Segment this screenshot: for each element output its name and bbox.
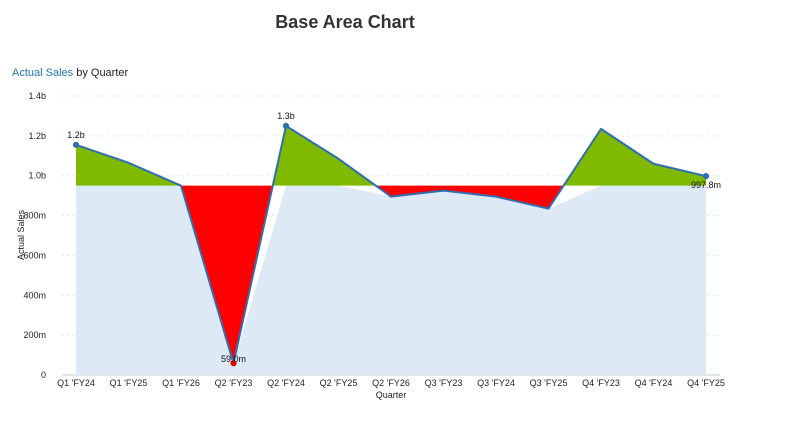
y-tick-label: 1.4b — [28, 91, 46, 101]
x-tick-label: Q2 'FY23 — [215, 378, 253, 388]
chart-subtitle: Actual Sales by Quarter — [12, 67, 128, 79]
y-tick-label: 200m — [23, 330, 46, 340]
x-tick-label: Q4 'FY25 — [687, 378, 725, 388]
data-label: 997.8m — [691, 180, 721, 190]
data-point — [702, 173, 710, 180]
area-above-baseline — [653, 163, 706, 186]
x-tick-label: Q1 'FY25 — [110, 378, 148, 388]
data-labels: 1.2b 59.0m 1.3b 997.8m — [67, 111, 721, 364]
data-points — [72, 122, 710, 367]
area-above-baseline — [76, 144, 129, 186]
y-tick-label: 600m — [23, 250, 46, 260]
series-line — [75, 124, 707, 365]
series-line-path — [75, 124, 707, 365]
area-below-baseline — [391, 185, 444, 197]
y-tick-label: 400m — [23, 290, 46, 300]
subtitle-measure[interactable]: Actual Sales — [12, 67, 74, 79]
area-above-baseline — [601, 128, 654, 186]
y-tick-label: 1.0b — [28, 171, 46, 181]
x-tick-label: Q3 'FY25 — [530, 378, 568, 388]
data-label: 1.3b — [277, 111, 295, 121]
data-label: 59.0m — [221, 354, 246, 364]
y-axis-ticks: 0 200m 400m 600m 800m 1.0b 1.2b 1.4b — [23, 91, 46, 380]
x-tick-label: Q3 'FY23 — [425, 378, 463, 388]
data-label: 1.2b — [67, 130, 85, 140]
subtitle-rest: by Quarter — [73, 67, 129, 79]
x-axis-ticks: Q1 'FY24 Q1 'FY25 Q1 'FY26 Q2 'FY23 Q2 'FY24… — [57, 378, 725, 388]
x-tick-label: Q1 'FY26 — [162, 378, 200, 388]
x-tick-label: Q2 'FY26 — [372, 378, 410, 388]
x-tick-label: Q4 'FY24 — [635, 378, 673, 388]
y-axis-title: Actual Sales — [16, 209, 26, 260]
y-tick-label: 1.2b — [28, 131, 46, 141]
chart-title: Base Area Chart — [275, 12, 415, 32]
x-axis-title: Quarter — [376, 390, 407, 400]
x-tick-label: Q4 'FY23 — [582, 378, 620, 388]
y-tick-label: 0 — [41, 370, 46, 380]
base-area-fill — [76, 185, 706, 375]
data-point — [282, 122, 290, 129]
x-tick-label: Q3 'FY24 — [477, 378, 515, 388]
x-tick-label: Q2 'FY25 — [320, 378, 358, 388]
data-point — [72, 141, 80, 148]
x-tick-label: Q2 'FY24 — [267, 378, 305, 388]
area-fills — [76, 125, 706, 375]
y-tick-label: 800m — [23, 211, 46, 221]
x-tick-label: Q1 'FY24 — [57, 378, 95, 388]
area-below-baseline — [443, 185, 496, 197]
area-below-baseline — [496, 185, 549, 209]
data-point — [230, 360, 237, 367]
area-above-baseline — [286, 125, 339, 186]
